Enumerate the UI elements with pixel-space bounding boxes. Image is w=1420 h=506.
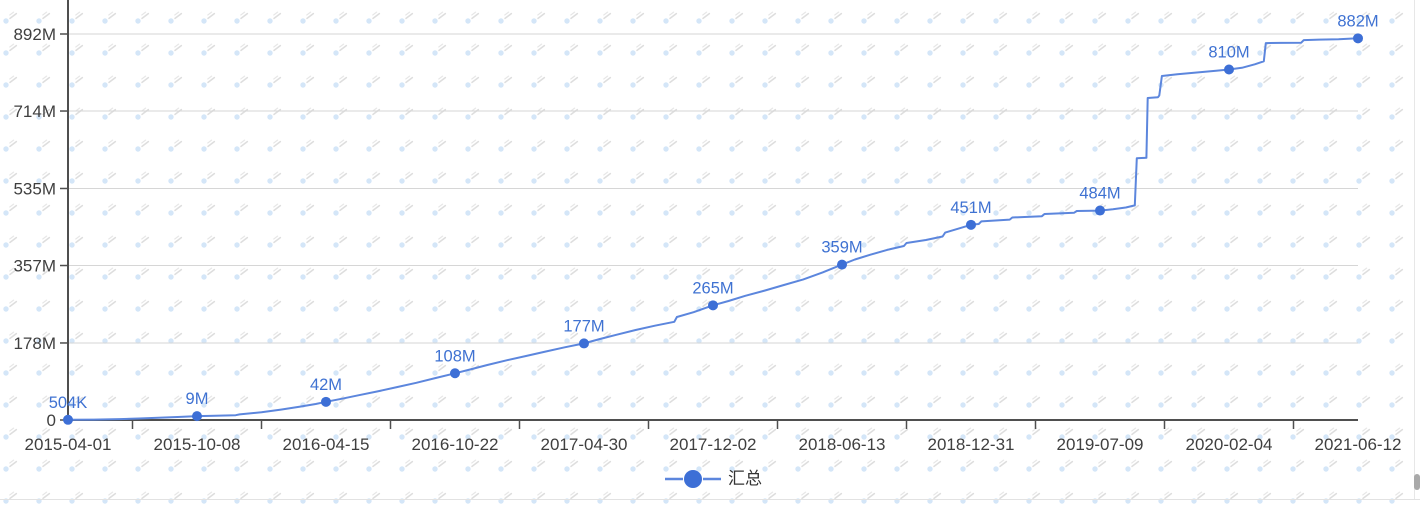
data-point-label: 484M bbox=[1079, 185, 1120, 203]
x-axis-label: 2018-12-31 bbox=[928, 435, 1015, 454]
axis-ticks bbox=[60, 33, 1295, 429]
x-axis-label: 2015-04-01 bbox=[25, 435, 112, 454]
x-axis-label: 2016-04-15 bbox=[283, 435, 370, 454]
data-point-labels: 504K 9M 42M 108M 177M 265M 359M 451M 484M 810M 882… bbox=[49, 12, 1379, 411]
data-point-label: 810M bbox=[1208, 43, 1249, 61]
data-point[interactable] bbox=[708, 300, 718, 311]
series-line bbox=[67, 37, 1359, 421]
x-axis-label: 2016-10-22 bbox=[412, 435, 499, 454]
data-point-label: 9M bbox=[186, 390, 209, 408]
series-path bbox=[67, 37, 1359, 421]
y-axis-label: 535M bbox=[13, 179, 56, 198]
data-point[interactable] bbox=[192, 411, 202, 422]
x-axis-label: 2017-12-02 bbox=[670, 435, 757, 454]
y-axis-label: 357M bbox=[13, 257, 56, 276]
data-point[interactable] bbox=[579, 338, 589, 349]
page-bottom-border bbox=[0, 499, 1420, 500]
data-point[interactable] bbox=[1353, 33, 1363, 44]
legend-marker-icon bbox=[665, 470, 721, 488]
data-point-label: 42M bbox=[310, 376, 342, 394]
scrollbar-thumb[interactable] bbox=[1414, 474, 1420, 490]
data-point-label: 882M bbox=[1337, 12, 1378, 30]
data-point[interactable] bbox=[63, 414, 73, 425]
data-point[interactable] bbox=[1224, 64, 1234, 75]
x-axis-label: 2018-06-13 bbox=[799, 435, 886, 454]
data-point[interactable] bbox=[1095, 205, 1105, 216]
legend-item-total[interactable]: 汇总 bbox=[68, 466, 1358, 492]
data-point-label: 504K bbox=[49, 394, 88, 412]
y-axis-labels: 0 178M 357M 535M 714M 892M bbox=[13, 25, 56, 430]
page-right-border bbox=[1414, 0, 1415, 499]
data-point[interactable] bbox=[321, 396, 331, 407]
data-point-label: 265M bbox=[692, 279, 733, 297]
data-point[interactable] bbox=[450, 368, 460, 379]
y-axis-label: 892M bbox=[13, 25, 56, 44]
data-points bbox=[63, 33, 1363, 425]
x-axis-labels: 2015-04-01 2015-10-08 2016-04-15 2016-10-22… bbox=[25, 435, 1402, 454]
data-point-label: 108M bbox=[434, 347, 475, 365]
x-axis-label: 2021-06-12 bbox=[1315, 435, 1402, 454]
x-axis-label: 2020-02-04 bbox=[1186, 435, 1273, 454]
x-axis-label: 2019-07-09 bbox=[1057, 435, 1144, 454]
data-point[interactable] bbox=[966, 219, 976, 230]
data-point-label: 177M bbox=[563, 317, 604, 335]
x-axis-label: 2015-10-08 bbox=[154, 435, 241, 454]
y-axis-label: 178M bbox=[13, 334, 56, 353]
y-axis-label: 0 bbox=[47, 411, 56, 430]
data-point-label: 451M bbox=[950, 199, 991, 217]
axes bbox=[67, 0, 1358, 421]
data-point[interactable] bbox=[837, 259, 847, 270]
legend-label: 汇总 bbox=[728, 469, 762, 488]
x-axis-label: 2017-04-30 bbox=[541, 435, 628, 454]
data-point-label: 359M bbox=[821, 239, 862, 257]
y-axis-label: 714M bbox=[13, 102, 56, 121]
